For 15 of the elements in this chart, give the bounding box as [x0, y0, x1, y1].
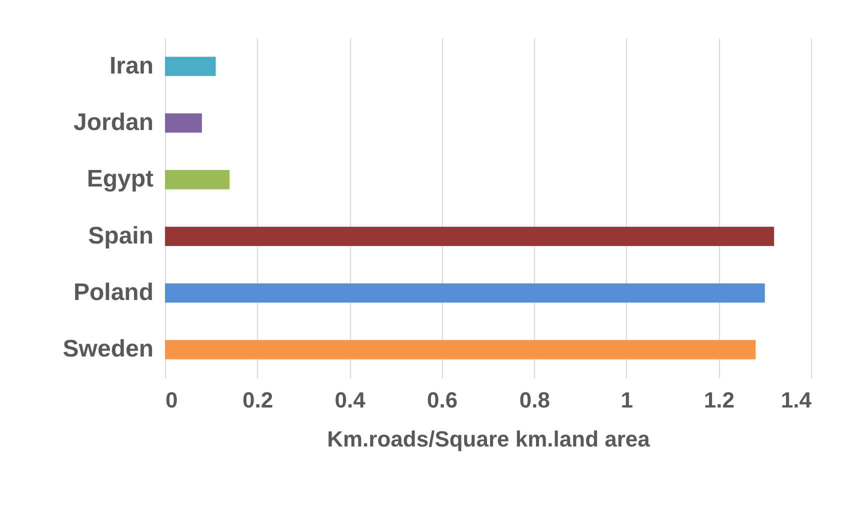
y-tick-label: Jordan	[73, 109, 154, 136]
x-tick-label: 0.2	[242, 388, 274, 412]
x-tick-label: 1	[620, 388, 634, 412]
x-tick-label: 0.4	[334, 388, 366, 412]
y-tick-label: Spain	[88, 222, 154, 250]
y-tick-label: Egypt	[86, 166, 154, 193]
y-tick-label: Poland	[73, 279, 154, 306]
x-tick-label: 0.6	[427, 388, 458, 412]
x-tick-label: 0	[166, 388, 178, 412]
x-tick-label: 1.4	[780, 388, 812, 412]
x-tick-label: 0.8	[519, 388, 550, 412]
x-axis-title: Km.roads/Square km.land area	[327, 426, 651, 452]
y-tick-label: Iran	[109, 52, 154, 80]
x-tick-label: 1.2	[704, 388, 735, 412]
y-tick-label: Sweden	[62, 336, 154, 363]
